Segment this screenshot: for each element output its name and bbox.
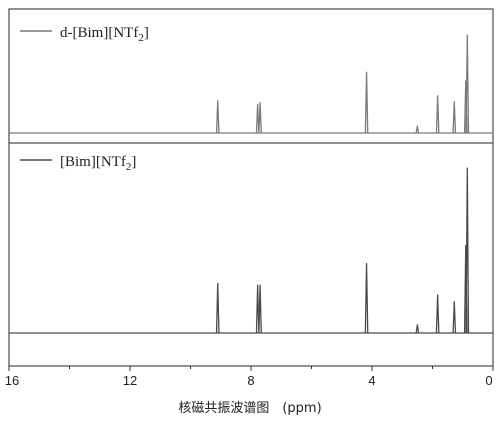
x-tick-label: 8 (247, 373, 254, 388)
x-tick-label: 0 (485, 373, 492, 388)
spectrum-deuterated (9, 34, 493, 134)
x-tick-label: 12 (123, 373, 137, 388)
nmr-peak (435, 95, 440, 134)
nmr-peak (258, 284, 262, 334)
plot-frame (8, 8, 494, 367)
nmr-peak (435, 294, 440, 334)
nmr-peak (258, 101, 262, 134)
x-axis-ticks: 16 12 8 4 0 (5, 366, 494, 388)
nmr-peak (255, 284, 260, 334)
nmr-peak (364, 71, 369, 134)
nmr-peak (215, 282, 220, 334)
nmr-peak (255, 103, 260, 134)
x-tick-label: 16 (5, 373, 19, 388)
legend-label-protonated: [Bim][NTf2] (60, 154, 136, 173)
nmr-peak (452, 301, 457, 334)
spectrum-protonated (9, 167, 493, 334)
nmr-peak (364, 263, 369, 334)
x-tick-label: 4 (368, 373, 375, 388)
legend-label-deuterated: d-[Bim][NTf2] (60, 25, 149, 44)
nmr-peak (415, 125, 420, 134)
nmr-peak (465, 167, 470, 334)
nmr-peak (215, 100, 220, 134)
nmr-peak (415, 324, 420, 334)
nmr-peak (465, 34, 470, 134)
spectra-layer (9, 34, 493, 334)
x-axis-title: 核磁共振波谱图 (ppm) (178, 401, 321, 416)
nmr-peak (452, 100, 457, 134)
